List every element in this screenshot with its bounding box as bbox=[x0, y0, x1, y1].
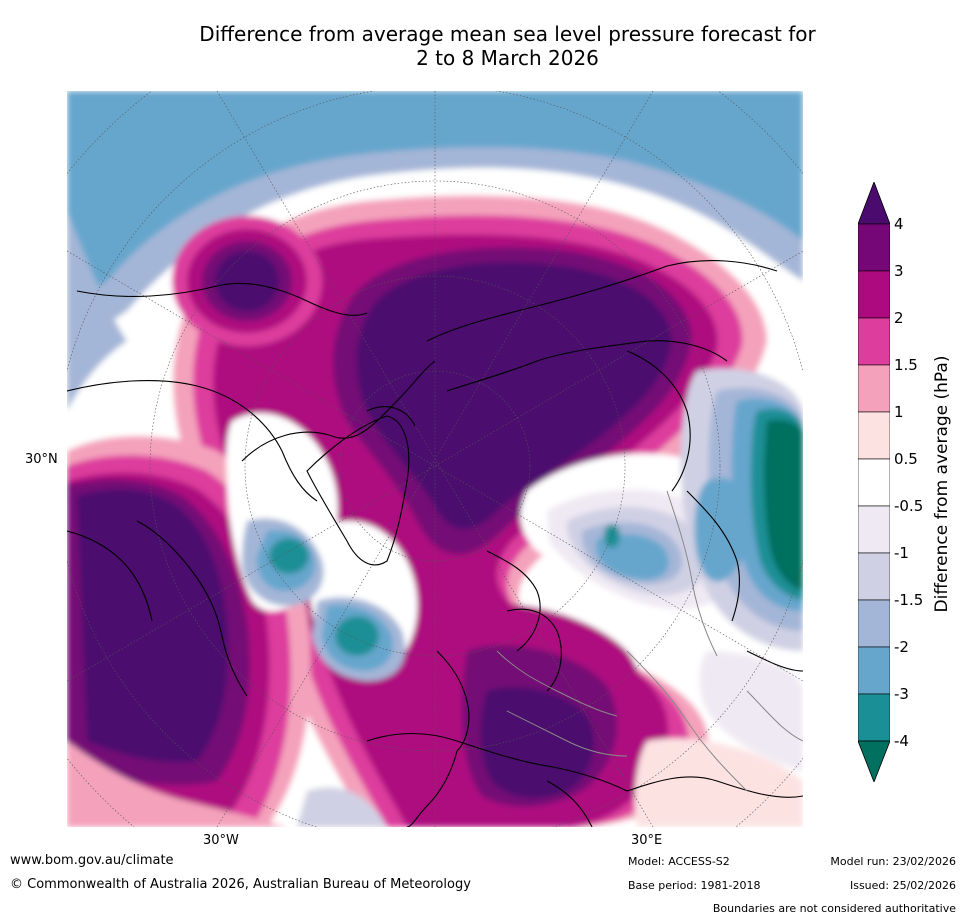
colorbar-band-neg-2-to-neg-3 bbox=[857, 646, 891, 695]
colorbar-title: Difference from average (hPa) bbox=[932, 355, 952, 613]
colorbar-tick: -1 bbox=[894, 544, 909, 562]
colorbar-tick: 4 bbox=[894, 215, 904, 233]
colorbar-band-neg-1-to-neg-1.5 bbox=[857, 552, 891, 601]
coastlines bbox=[67, 260, 803, 827]
colorbar-tick: 1.5 bbox=[894, 356, 918, 374]
colorbar-tick: -3 bbox=[894, 685, 909, 703]
colorbar-band-neg-0.5-to-neg-1 bbox=[857, 505, 891, 554]
colorbar-band-neg-1.5-to-neg-2 bbox=[857, 599, 891, 648]
borders bbox=[496, 490, 803, 792]
graticule bbox=[67, 91, 803, 827]
colorbar-min-arrow bbox=[857, 740, 891, 784]
colorbar-tick: 1 bbox=[894, 403, 904, 421]
map-title-line-2: 2 to 8 March 2026 bbox=[416, 46, 599, 70]
footer-copyright: © Commonwealth of Australia 2026, Austra… bbox=[10, 877, 471, 892]
colorbar-band-1-to-1.5 bbox=[857, 364, 891, 413]
colorbar-tick: -4 bbox=[894, 732, 909, 750]
colorbar-band-0.5-to-1 bbox=[857, 411, 891, 460]
footer-model: Model: ACCESS-S2 bbox=[628, 855, 730, 868]
colorbar-max-arrow bbox=[857, 180, 891, 225]
label-lon-30e: 30°E bbox=[631, 833, 663, 848]
colorbar-tick: -1.5 bbox=[894, 591, 924, 609]
colorbar-tick: -2 bbox=[894, 638, 909, 656]
colorbar bbox=[857, 180, 891, 784]
colorbar-tick: 2 bbox=[894, 309, 904, 327]
footer-disclaimer: Boundaries are not considered authoritat… bbox=[712, 902, 956, 915]
anomaly-field bbox=[67, 91, 803, 827]
colorbar-band-neg-3-to-neg-4 bbox=[857, 693, 891, 742]
colorbar-tick: -0.5 bbox=[894, 497, 924, 515]
label-lat-30n: 30°N bbox=[25, 452, 58, 467]
colorbar-band-2-to-3 bbox=[857, 270, 891, 319]
label-lon-30w: 30°W bbox=[203, 833, 239, 848]
colorbar-band-3-to-4 bbox=[857, 223, 891, 272]
map-title-line-1: Difference from average mean sea level p… bbox=[199, 22, 816, 46]
footer-model-run: Model run: 23/02/2026 bbox=[830, 855, 956, 868]
colorbar-tick: 3 bbox=[894, 262, 904, 280]
pressure-anomaly-map bbox=[67, 91, 803, 827]
colorbar-tick: 0.5 bbox=[894, 450, 918, 468]
footer-url[interactable]: www.bom.gov.au/climate bbox=[10, 853, 174, 868]
colorbar-band-1.5-to-2 bbox=[857, 317, 891, 366]
footer-issued: Issued: 25/02/2026 bbox=[849, 879, 956, 892]
colorbar-band-neutral bbox=[857, 458, 891, 507]
footer-base-period: Base period: 1981-2018 bbox=[628, 879, 761, 892]
